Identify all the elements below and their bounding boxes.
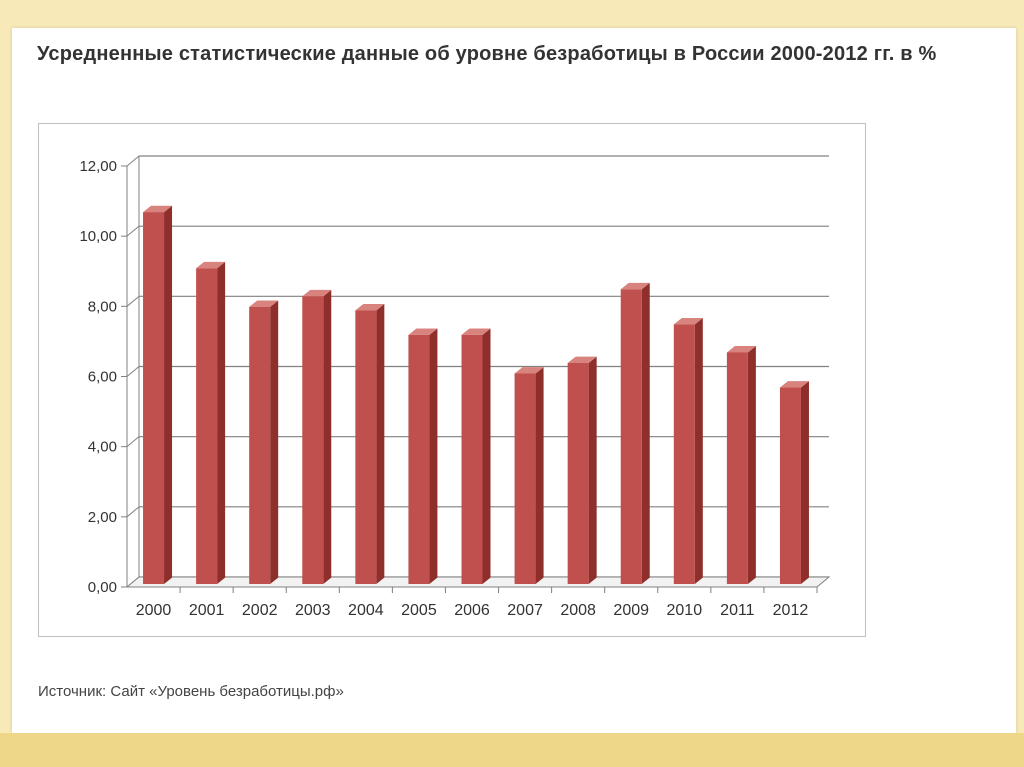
x-tick-label: 2009 (613, 602, 649, 619)
y-tick-label: 4,00 (88, 439, 117, 456)
x-tick-label: 2010 (667, 602, 703, 619)
bar-2005 (408, 334, 430, 584)
x-tick-label: 2007 (507, 602, 543, 619)
bar-side-2001 (217, 261, 226, 584)
bar-top-2003 (302, 289, 332, 297)
chart-title: Усредненные статистические данные об уро… (37, 43, 937, 65)
gridline-side (126, 295, 140, 307)
bar-side-2011 (747, 346, 756, 584)
bar-top-2001 (196, 261, 226, 269)
y-tick-label: 12,00 (79, 158, 117, 175)
bar-side-2006 (482, 328, 491, 584)
bar-2001 (196, 268, 218, 584)
x-tick-label: 2003 (295, 602, 331, 619)
bar-2012 (779, 387, 801, 584)
x-tick-label: 2004 (348, 602, 384, 619)
bar-2000 (143, 212, 165, 584)
bar-2011 (726, 352, 748, 584)
bar-side-2000 (164, 205, 173, 584)
bar-2009 (620, 289, 642, 584)
y-tick-label: 2,00 (88, 509, 117, 526)
x-tick-label: 2000 (136, 602, 172, 619)
bar-top-2002 (249, 300, 279, 307)
source-note: Источник: Сайт «Уровень безработицы.рф» (38, 683, 344, 700)
bar-2003 (302, 296, 324, 584)
bar-2007 (514, 373, 536, 584)
bar-top-2007 (514, 367, 544, 374)
bar-top-2006 (461, 328, 491, 335)
bar-side-2002 (270, 300, 279, 584)
x-tick-label: 2006 (454, 602, 490, 619)
x-tick-label: 2008 (560, 602, 596, 619)
y-tick-label: 0,00 (88, 579, 117, 596)
bar-top-2011 (726, 346, 756, 353)
bar-top-2004 (355, 303, 385, 311)
bar-side-2003 (323, 289, 332, 584)
bar-top-2000 (143, 205, 173, 213)
y-tick-label: 8,00 (88, 298, 117, 315)
bar-side-2008 (588, 356, 597, 584)
y-tick-label: 10,00 (79, 228, 117, 245)
bar-side-2009 (641, 282, 650, 584)
bar-2006 (461, 334, 483, 584)
x-tick-label: 2002 (242, 602, 278, 619)
gridline-side (126, 366, 140, 377)
x-tick-label: 2011 (720, 602, 755, 619)
gridline-side (126, 506, 140, 518)
x-tick-label: 2005 (401, 602, 437, 619)
bar-top-2010 (673, 317, 703, 325)
bar-top-2009 (620, 282, 650, 290)
chart-area: 0,00 2,00 4,00 6,00 8,00 10,00 12,00 2000 2001 20… (38, 123, 866, 637)
bar-top-2012 (779, 381, 809, 388)
bar-2008 (567, 362, 589, 584)
bar-chart: 0,00 2,00 4,00 6,00 8,00 10,00 12,00 2000 2001 20… (79, 155, 831, 619)
bar-top-2005 (408, 328, 438, 335)
gridline-side (126, 436, 140, 448)
bar-2004 (355, 310, 377, 584)
y-tick-label: 6,00 (88, 369, 117, 386)
slide-footer-band (0, 733, 1024, 767)
bar-side-2007 (535, 367, 544, 584)
x-tick-label: 2001 (189, 602, 225, 619)
gridline-side (126, 225, 140, 237)
bar-2002 (249, 306, 271, 584)
bar-2010 (673, 324, 695, 584)
x-tick-label: 2012 (773, 602, 809, 619)
bar-side-2005 (429, 328, 438, 584)
bar-side-2012 (800, 381, 809, 584)
bar-top-2008 (567, 356, 597, 363)
gridline-side (126, 155, 140, 167)
bar-side-2004 (376, 303, 385, 584)
bar-side-2010 (694, 317, 703, 584)
